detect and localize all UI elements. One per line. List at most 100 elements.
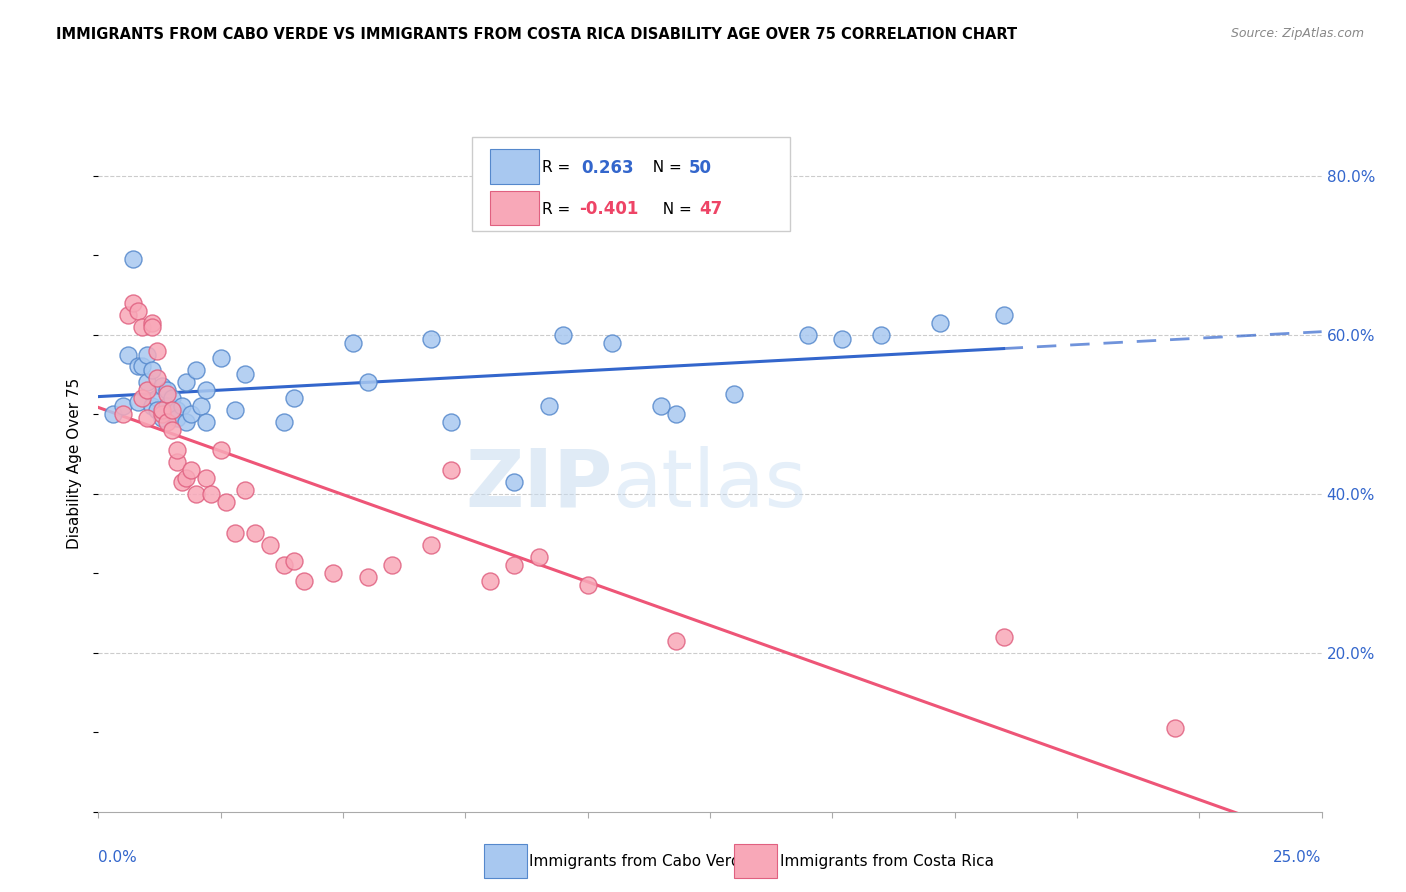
- Point: [503, 475, 526, 489]
- Text: -0.401: -0.401: [579, 201, 638, 219]
- Point: [870, 327, 893, 342]
- Point: [209, 351, 232, 366]
- Point: [127, 359, 149, 374]
- Point: [283, 554, 305, 568]
- Text: Immigrants from Costa Rica: Immigrants from Costa Rica: [780, 855, 994, 870]
- Point: [141, 316, 163, 330]
- Text: Immigrants from Cabo Verde: Immigrants from Cabo Verde: [529, 855, 751, 870]
- Point: [576, 578, 599, 592]
- Point: [146, 371, 169, 385]
- Point: [186, 363, 208, 377]
- Point: [537, 399, 560, 413]
- Point: [166, 455, 188, 469]
- Text: 0.0%: 0.0%: [98, 850, 138, 865]
- Point: [233, 483, 256, 497]
- FancyBboxPatch shape: [471, 136, 790, 231]
- Point: [170, 475, 193, 489]
- Point: [233, 368, 256, 382]
- Text: IMMIGRANTS FROM CABO VERDE VS IMMIGRANTS FROM COSTA RICA DISABILITY AGE OVER 75 : IMMIGRANTS FROM CABO VERDE VS IMMIGRANTS…: [56, 27, 1018, 42]
- Point: [101, 407, 124, 421]
- Point: [166, 403, 188, 417]
- Point: [381, 558, 404, 573]
- Point: [131, 319, 153, 334]
- Text: 50: 50: [689, 159, 713, 177]
- Text: N =: N =: [643, 161, 686, 176]
- Point: [259, 538, 281, 552]
- Point: [111, 399, 134, 413]
- Point: [146, 343, 169, 358]
- Point: [665, 407, 688, 421]
- Point: [214, 494, 236, 508]
- FancyBboxPatch shape: [489, 191, 538, 226]
- Point: [553, 327, 575, 342]
- Point: [150, 379, 173, 393]
- Text: R =: R =: [543, 202, 575, 217]
- Point: [150, 403, 173, 417]
- Text: 0.263: 0.263: [582, 159, 634, 177]
- Point: [224, 526, 246, 541]
- FancyBboxPatch shape: [734, 845, 778, 878]
- Point: [190, 399, 212, 413]
- Point: [160, 407, 183, 421]
- Point: [993, 308, 1015, 322]
- Point: [292, 574, 315, 588]
- Text: R =: R =: [543, 161, 575, 176]
- Point: [117, 347, 139, 361]
- Point: [136, 347, 159, 361]
- Point: [356, 570, 378, 584]
- Point: [136, 384, 159, 398]
- Point: [195, 471, 218, 485]
- Point: [156, 387, 179, 401]
- Point: [131, 391, 153, 405]
- Point: [527, 550, 550, 565]
- Point: [156, 384, 179, 398]
- Point: [111, 407, 134, 421]
- Text: Source: ZipAtlas.com: Source: ZipAtlas.com: [1230, 27, 1364, 40]
- Point: [283, 391, 305, 405]
- Point: [440, 463, 463, 477]
- Point: [224, 403, 246, 417]
- Point: [797, 327, 820, 342]
- Text: N =: N =: [652, 202, 696, 217]
- Point: [723, 387, 745, 401]
- Text: ZIP: ZIP: [465, 446, 612, 524]
- Point: [121, 295, 143, 310]
- Point: [176, 471, 198, 485]
- Point: [180, 407, 202, 421]
- Point: [156, 415, 179, 429]
- Point: [342, 335, 364, 350]
- Y-axis label: Disability Age Over 75: Disability Age Over 75: [67, 378, 83, 549]
- Point: [136, 411, 159, 425]
- Point: [478, 574, 501, 588]
- FancyBboxPatch shape: [489, 149, 538, 184]
- Point: [993, 630, 1015, 644]
- Point: [131, 359, 153, 374]
- Point: [322, 566, 344, 581]
- Point: [156, 399, 179, 413]
- Point: [600, 335, 623, 350]
- Point: [136, 376, 159, 390]
- Point: [127, 395, 149, 409]
- Point: [170, 399, 193, 413]
- Point: [186, 486, 208, 500]
- Point: [146, 403, 169, 417]
- Point: [195, 415, 218, 429]
- Point: [176, 415, 198, 429]
- Point: [166, 442, 188, 457]
- Point: [166, 411, 188, 425]
- Point: [160, 403, 183, 417]
- Point: [146, 391, 169, 405]
- Point: [141, 319, 163, 334]
- Point: [209, 442, 232, 457]
- Point: [160, 423, 183, 437]
- Point: [243, 526, 266, 541]
- Point: [1164, 721, 1187, 735]
- Point: [127, 303, 149, 318]
- Point: [141, 363, 163, 377]
- Point: [273, 558, 295, 573]
- Text: 25.0%: 25.0%: [1274, 850, 1322, 865]
- Point: [141, 399, 163, 413]
- Point: [356, 376, 378, 390]
- Point: [440, 415, 463, 429]
- Text: 47: 47: [699, 201, 723, 219]
